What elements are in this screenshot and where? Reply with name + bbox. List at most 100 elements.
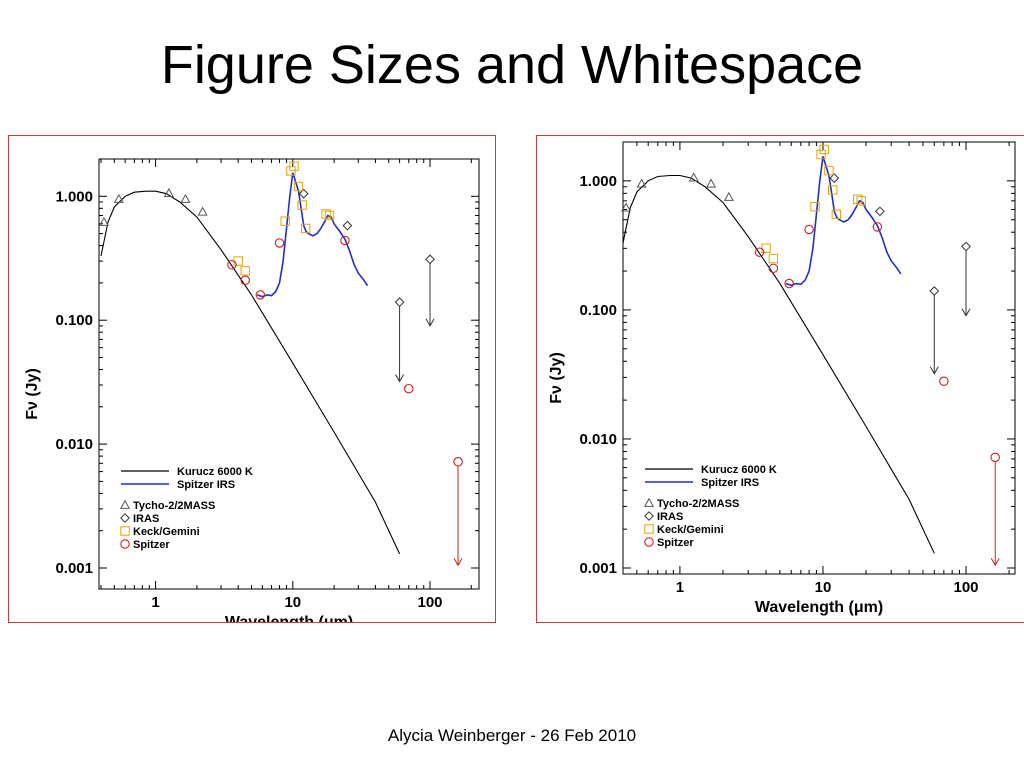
keck-gemini-point [286,166,296,176]
legend-label: Spitzer IRS [177,479,235,491]
keck-gemini-point [828,185,838,195]
legend-marker-swatch [120,526,130,536]
upper-limit-arrow [961,241,971,317]
spitzer-point [804,224,814,235]
iras-upper-limit-point [425,254,435,265]
legend-marker-swatch [644,511,654,521]
plot-frame [98,158,480,590]
upper-limit-arrow [990,452,1000,567]
iras-point [342,220,353,231]
x-axis-label: Wavelength (μm) [755,599,883,616]
y-minor-ticks [99,158,479,569]
keck-gemini-point [300,223,311,234]
x-tick-label: 1 [676,579,684,596]
spitzer-point [274,238,285,248]
legend-marker-swatch [120,513,130,523]
y-axis-label: Fν (Jy) [24,368,41,420]
keck-gemini-point [289,161,299,171]
y-tick-label: 1.000 [55,188,93,205]
legend-marker-swatch [643,497,655,507]
spitzer-point [240,275,250,286]
kurucz-model-line [100,190,401,555]
iras-point [298,188,309,199]
spitzer-point [227,260,237,270]
upper-limit-arrow [425,254,435,327]
chart-panel-right: 1 10 100 0.001 0.010 0.100 1.000 Wavelength (μm… [536,135,1024,623]
spitzer-upper-limit-point [453,457,463,467]
keck-gemini-point [816,149,826,160]
upper-limit-arrow [394,297,405,383]
markers [620,144,949,386]
kurucz-model-line [623,174,935,554]
legend-label: IRAS [133,513,159,525]
chart-panel-left: 1 10 100 0.001 0.010 0.100 1.000 Wavelength (μm… [8,135,496,623]
y-axis-label: Fν (Jy) [548,352,565,404]
legend-label: Tycho-2/2MASS [657,498,739,510]
tycho-point [723,191,734,201]
spitzer-point [768,263,779,274]
keck-gemini-point [240,266,250,276]
iras-point [829,173,840,184]
spitzer-point [754,247,765,257]
tycho-point [163,187,174,198]
tycho-point [180,193,191,203]
legend-marker-swatch [120,539,130,549]
legend-label: Spitzer IRS [701,477,759,489]
legend-label: Kurucz 6000 K [177,466,253,478]
y-tick-label: 0.001 [579,560,617,577]
keck-gemini-point [819,144,829,155]
iras-upper-limit-point [929,286,940,296]
keck-gemini-point [824,165,834,176]
spitzer-point [784,278,794,289]
keck-gemini-point [293,181,304,192]
tycho-point [197,206,208,216]
spitzer-upper-limit-point [990,452,1000,463]
spitzer-point [340,235,350,246]
markers [98,161,414,394]
y-minor-ticks [623,141,1015,569]
keck-gemini-point [856,196,866,206]
tycho-point [688,172,699,182]
tycho-point [113,193,124,203]
legend-label: Kurucz 6000 K [701,464,777,476]
tycho-point [98,216,109,226]
y-tick-label: 0.100 [579,302,617,319]
y-tick-label: 0.100 [55,312,93,329]
legend-label: Keck/Gemini [133,526,200,538]
keck-gemini-point [324,210,335,221]
x-minor-ticks [622,142,1010,574]
keck-gemini-point [853,194,863,204]
sed-chart-right: 1 10 100 0.001 0.010 0.100 1.000 Wavelength (μm… [548,141,1016,616]
spitzer-irs-line [785,156,902,287]
tycho-point [705,178,717,188]
sed-chart-left: 1 10 100 0.001 0.010 0.100 1.000 Wavelength (μm… [24,158,480,622]
legend-label: Spitzer [657,537,694,549]
legend-label: IRAS [657,511,683,523]
keck-gemini-point [321,209,331,219]
keck-gemini-point [297,200,307,210]
legend-label: Tycho-2/2MASS [133,500,215,512]
legend-label: Keck/Gemini [657,524,724,536]
keck-gemini-point [233,256,243,266]
x-axis-label: Wavelength (μm) [225,614,353,622]
keck-gemini-point [280,216,290,226]
x-tick-label: 100 [418,594,443,611]
spitzer-point [872,222,883,232]
spitzer-point [404,383,414,394]
tycho-point [636,178,647,188]
x-tick-label: 100 [954,579,979,596]
upper-limit-arrow [453,457,463,567]
keck-gemini-point [831,209,842,220]
slide-title: Figure Sizes and Whitespace [160,35,864,95]
x-tick-label: 1 [151,594,159,611]
legend-label: Spitzer [133,539,170,551]
plot-frame [622,141,1016,575]
keck-gemini-point [768,253,779,264]
y-tick-label: 0.010 [579,431,617,448]
x-tick-label: 10 [284,594,301,611]
legend-marker-swatch [119,499,131,509]
x-tick-label: 10 [815,579,832,596]
upper-limit-arrow [929,286,940,375]
